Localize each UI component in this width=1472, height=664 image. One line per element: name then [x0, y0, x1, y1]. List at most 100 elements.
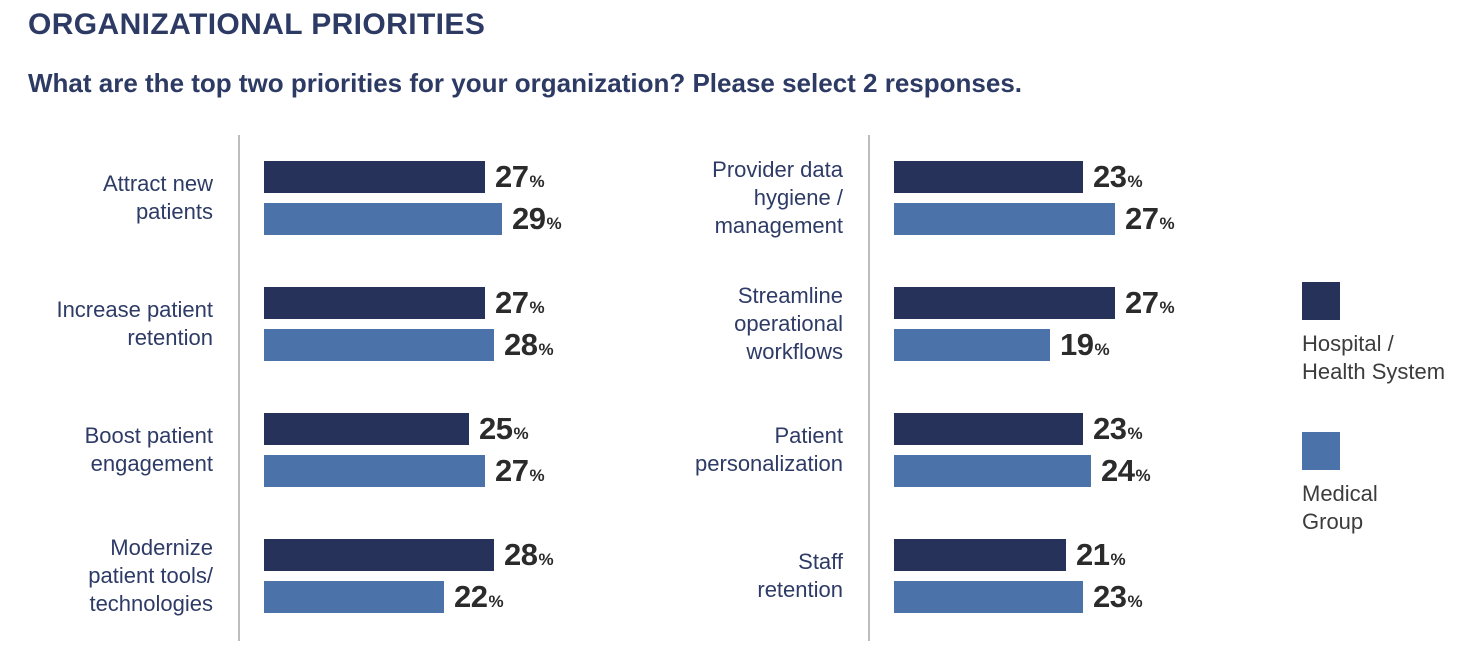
value-unit: %: [529, 298, 545, 317]
bar-medical-group: [264, 581, 444, 613]
value-unit: %: [1094, 340, 1110, 359]
category-label: Provider data hygiene / management: [712, 157, 843, 238]
bar-value: 25%: [479, 411, 529, 447]
value-unit: %: [529, 466, 545, 485]
bar-group: 27% 19%: [894, 261, 1240, 387]
bar-medical-group: [894, 455, 1091, 487]
value-number: 28: [504, 537, 538, 572]
bar-row: 24%: [894, 453, 1240, 489]
bar-value: 28%: [504, 537, 554, 573]
category-label: Modernize patient tools/ technologies: [88, 535, 213, 616]
bar-value: 21%: [1076, 537, 1126, 573]
category-labels-column: Attract new patients Increase patient re…: [0, 135, 238, 641]
value-number: 27: [1125, 285, 1159, 320]
bar-row: 28%: [264, 537, 620, 573]
bar-medical-group: [894, 581, 1083, 613]
bar-value: 28%: [504, 327, 554, 363]
bar-hospital-health-system: [264, 161, 485, 193]
value-unit: %: [513, 424, 529, 443]
chart-panel-left: Attract new patients Increase patient re…: [0, 135, 620, 641]
bar-row: 27%: [894, 285, 1240, 321]
bar-value: 23%: [1093, 411, 1143, 447]
bar-group: 21% 23%: [894, 513, 1240, 639]
bar-value: 27%: [1125, 201, 1175, 237]
value-number: 24: [1101, 453, 1135, 488]
chart-subtitle: What are the top two priorities for your…: [28, 68, 1023, 98]
bar-value: 27%: [495, 453, 545, 489]
page-title: ORGANIZATIONAL PRIORITIES: [28, 8, 486, 41]
bar-hospital-health-system: [894, 413, 1083, 445]
bar-group: 28% 22%: [264, 513, 620, 639]
category-label: Increase patient retention: [56, 297, 213, 350]
bar-value: 27%: [1125, 285, 1175, 321]
category-labels-column: Provider data hygiene / management Strea…: [620, 135, 868, 641]
value-unit: %: [1110, 550, 1126, 569]
bar-medical-group: [894, 203, 1115, 235]
bar-hospital-health-system: [894, 161, 1083, 193]
value-number: 22: [454, 579, 488, 614]
bar-value: 27%: [495, 159, 545, 195]
chart-panel-right: Provider data hygiene / management Strea…: [620, 135, 1240, 641]
bar-value: 27%: [495, 285, 545, 321]
bar-row: 19%: [894, 327, 1240, 363]
bars-column: 23% 27% 27% 19%: [894, 135, 1240, 641]
bar-group: 25% 27%: [264, 387, 620, 513]
bar-row: 21%: [894, 537, 1240, 573]
bar-value: 29%: [512, 201, 562, 237]
bar-row: 27%: [894, 201, 1240, 237]
value-unit: %: [529, 172, 545, 191]
bar-hospital-health-system: [894, 539, 1066, 571]
value-number: 23: [1093, 411, 1127, 446]
bar-medical-group: [264, 329, 494, 361]
category-label: Patient personalization: [695, 423, 843, 476]
legend-label-medical-group: Medical Group: [1302, 481, 1378, 534]
legend-swatch-medical-group: [1302, 432, 1340, 470]
bar-medical-group: [264, 455, 485, 487]
bar-row: 23%: [894, 579, 1240, 614]
bar-hospital-health-system: [264, 413, 469, 445]
value-number: 21: [1076, 537, 1110, 572]
value-number: 29: [512, 201, 546, 236]
value-number: 27: [1125, 201, 1159, 236]
chart-legend: Hospital / Health System Medical Group: [1240, 135, 1445, 641]
bar-hospital-health-system: [264, 287, 485, 319]
value-unit: %: [1135, 466, 1151, 485]
value-unit: %: [538, 550, 554, 569]
bar-row: 29%: [264, 201, 620, 237]
value-unit: %: [1159, 214, 1175, 233]
bar-row: 27%: [264, 285, 620, 321]
chart-area: Attract new patients Increase patient re…: [0, 135, 1472, 641]
bar-medical-group: [894, 329, 1050, 361]
category-label: Attract new patients: [102, 171, 213, 224]
value-unit: %: [1127, 592, 1143, 611]
bar-row: 25%: [264, 411, 620, 447]
legend-item-medical-group: Medical Group: [1302, 432, 1445, 536]
value-unit: %: [1159, 298, 1175, 317]
value-number: 27: [495, 159, 529, 194]
legend-item-hospital-health-system: Hospital / Health System: [1302, 282, 1445, 386]
bar-group: 27% 29%: [264, 135, 620, 261]
value-unit: %: [538, 340, 554, 359]
value-unit: %: [488, 592, 504, 611]
bar-group: 23% 27%: [894, 135, 1240, 261]
bar-value: 19%: [1060, 327, 1110, 363]
bar-value: 23%: [1093, 159, 1143, 195]
legend-label-hospital-health-system: Hospital / Health System: [1302, 331, 1446, 384]
category-label: Boost patient engagement: [84, 423, 213, 476]
value-number: 27: [495, 453, 529, 488]
legend-swatch-hospital-health-system: [1302, 282, 1340, 320]
bar-row: 22%: [264, 579, 620, 615]
bar-hospital-health-system: [264, 539, 494, 571]
bar-row: 27%: [264, 159, 620, 195]
bar-row: 28%: [264, 327, 620, 363]
axis-line: [868, 135, 870, 641]
bar-row: 23%: [894, 159, 1240, 195]
value-number: 19: [1060, 327, 1094, 362]
bar-hospital-health-system: [894, 287, 1115, 319]
bar-value: 24%: [1101, 453, 1151, 489]
bar-group: 27% 28%: [264, 261, 620, 387]
bar-medical-group: [264, 203, 502, 235]
axis-line: [238, 135, 240, 641]
bar-value: 22%: [454, 579, 504, 615]
value-number: 23: [1093, 159, 1127, 194]
